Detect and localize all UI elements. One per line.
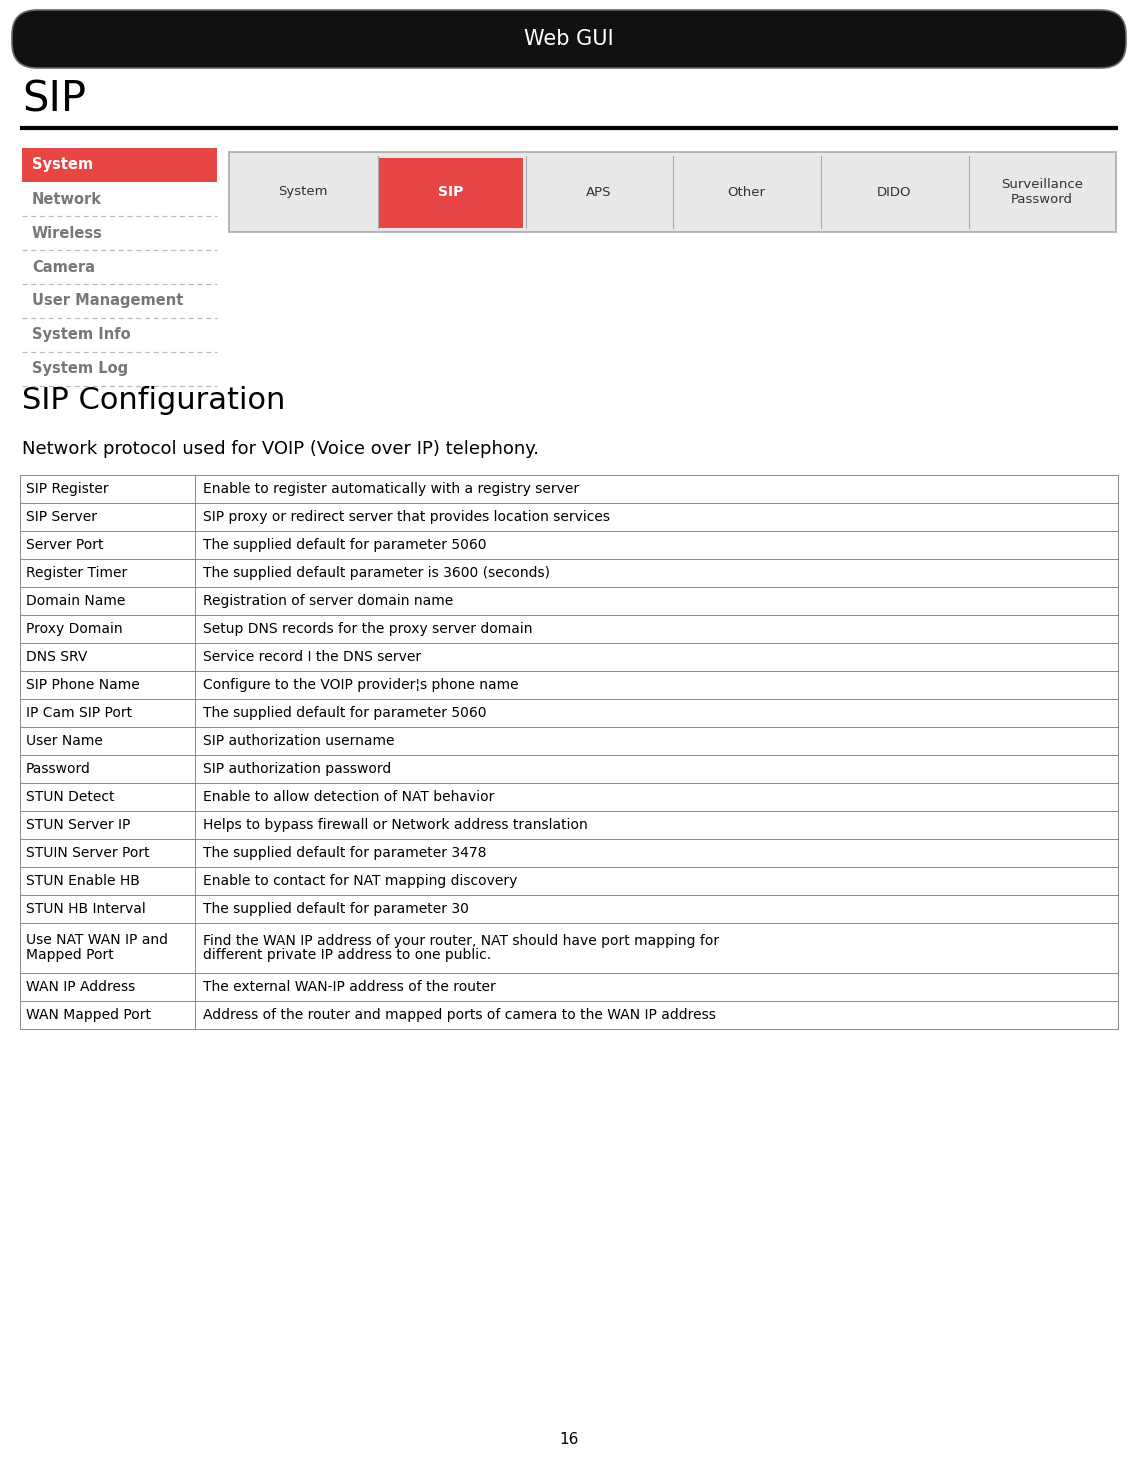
Bar <box>20 476 1118 503</box>
Text: The external WAN-IP address of the router: The external WAN-IP address of the route… <box>203 980 496 994</box>
Text: Password: Password <box>26 762 91 776</box>
Text: STUIN Server Port: STUIN Server Port <box>26 846 149 859</box>
Bar <box>20 894 1118 924</box>
Text: DNS SRV: DNS SRV <box>26 651 88 664</box>
Text: Enable to allow detection of NAT behavior: Enable to allow detection of NAT behavio… <box>203 789 494 804</box>
Text: STUN HB Interval: STUN HB Interval <box>26 902 146 916</box>
Text: Helps to bypass firewall or Network address translation: Helps to bypass firewall or Network addr… <box>203 818 587 832</box>
Text: Mapped Port: Mapped Port <box>26 948 114 963</box>
Text: SIP Server: SIP Server <box>26 511 97 524</box>
Bar <box>20 754 1118 783</box>
Text: Enable to contact for NAT mapping discovery: Enable to contact for NAT mapping discov… <box>203 874 518 889</box>
Bar <box>20 811 1118 839</box>
Bar <box>20 867 1118 894</box>
Bar <box>20 559 1118 587</box>
Text: 16: 16 <box>559 1433 579 1447</box>
Text: User Management: User Management <box>32 293 183 308</box>
Text: STUN Detect: STUN Detect <box>26 789 115 804</box>
Bar <box>20 727 1118 754</box>
Text: Surveillance
Password: Surveillance Password <box>1001 178 1083 206</box>
Text: The supplied default parameter is 3600 (seconds): The supplied default parameter is 3600 (… <box>203 566 550 581</box>
Text: Network protocol used for VOIP (Voice over IP) telephony.: Network protocol used for VOIP (Voice ov… <box>22 441 539 458</box>
Text: different private IP address to one public.: different private IP address to one publ… <box>203 948 492 963</box>
Bar <box>20 1001 1118 1029</box>
Text: The supplied default for parameter 3478: The supplied default for parameter 3478 <box>203 846 487 859</box>
Text: SIP: SIP <box>438 185 463 198</box>
Bar <box>20 839 1118 867</box>
Text: Setup DNS records for the proxy server domain: Setup DNS records for the proxy server d… <box>203 622 533 636</box>
Bar <box>20 587 1118 616</box>
Text: Address of the router and mapped ports of camera to the WAN IP address: Address of the router and mapped ports o… <box>203 1008 716 1021</box>
Bar <box>20 699 1118 727</box>
Text: Configure to the VOIP provider¦s phone name: Configure to the VOIP provider¦s phone n… <box>203 678 519 692</box>
Text: System: System <box>32 158 93 172</box>
Text: SIP authorization password: SIP authorization password <box>203 762 391 776</box>
Bar <box>229 152 1116 232</box>
Text: System: System <box>278 185 328 198</box>
Text: Service record I the DNS server: Service record I the DNS server <box>203 651 421 664</box>
Text: STUN Server IP: STUN Server IP <box>26 818 131 832</box>
Text: Web GUI: Web GUI <box>525 29 613 50</box>
Text: Registration of server domain name: Registration of server domain name <box>203 594 453 608</box>
Text: Other: Other <box>727 185 766 198</box>
Bar <box>20 616 1118 643</box>
Text: SIP proxy or redirect server that provides location services: SIP proxy or redirect server that provid… <box>203 511 610 524</box>
Text: The supplied default for parameter 5060: The supplied default for parameter 5060 <box>203 706 487 719</box>
Bar <box>20 531 1118 559</box>
Text: Find the WAN IP address of your router, NAT should have port mapping for: Find the WAN IP address of your router, … <box>203 934 719 947</box>
Text: Server Port: Server Port <box>26 538 104 552</box>
Bar <box>20 924 1118 973</box>
Bar <box>20 783 1118 811</box>
Bar <box>20 973 1118 1001</box>
Text: The supplied default for parameter 30: The supplied default for parameter 30 <box>203 902 469 916</box>
Text: Register Timer: Register Timer <box>26 566 127 581</box>
Text: SIP Phone Name: SIP Phone Name <box>26 678 140 692</box>
Text: Proxy Domain: Proxy Domain <box>26 622 123 636</box>
Text: Wireless: Wireless <box>32 226 102 241</box>
Text: Network: Network <box>32 191 102 207</box>
Text: System Info: System Info <box>32 327 131 343</box>
Text: Domain Name: Domain Name <box>26 594 125 608</box>
Text: Camera: Camera <box>32 260 94 274</box>
Text: STUN Enable HB: STUN Enable HB <box>26 874 140 889</box>
Bar <box>379 158 522 228</box>
Text: IP Cam SIP Port: IP Cam SIP Port <box>26 706 132 719</box>
Bar <box>22 147 217 182</box>
Text: DIDO: DIDO <box>877 185 912 198</box>
Bar <box>20 503 1118 531</box>
Text: User Name: User Name <box>26 734 102 748</box>
Text: SIP: SIP <box>22 77 86 120</box>
FancyBboxPatch shape <box>13 10 1125 69</box>
Text: Enable to register automatically with a registry server: Enable to register automatically with a … <box>203 481 579 496</box>
Text: System Log: System Log <box>32 362 129 376</box>
Text: The supplied default for parameter 5060: The supplied default for parameter 5060 <box>203 538 487 552</box>
Text: APS: APS <box>586 185 611 198</box>
Text: SIP Configuration: SIP Configuration <box>22 387 286 414</box>
Text: WAN Mapped Port: WAN Mapped Port <box>26 1008 151 1021</box>
Bar <box>20 671 1118 699</box>
Text: SIP authorization username: SIP authorization username <box>203 734 395 748</box>
Text: Use NAT WAN IP and: Use NAT WAN IP and <box>26 934 168 947</box>
Text: WAN IP Address: WAN IP Address <box>26 980 135 994</box>
Bar <box>20 643 1118 671</box>
Text: SIP Register: SIP Register <box>26 481 108 496</box>
